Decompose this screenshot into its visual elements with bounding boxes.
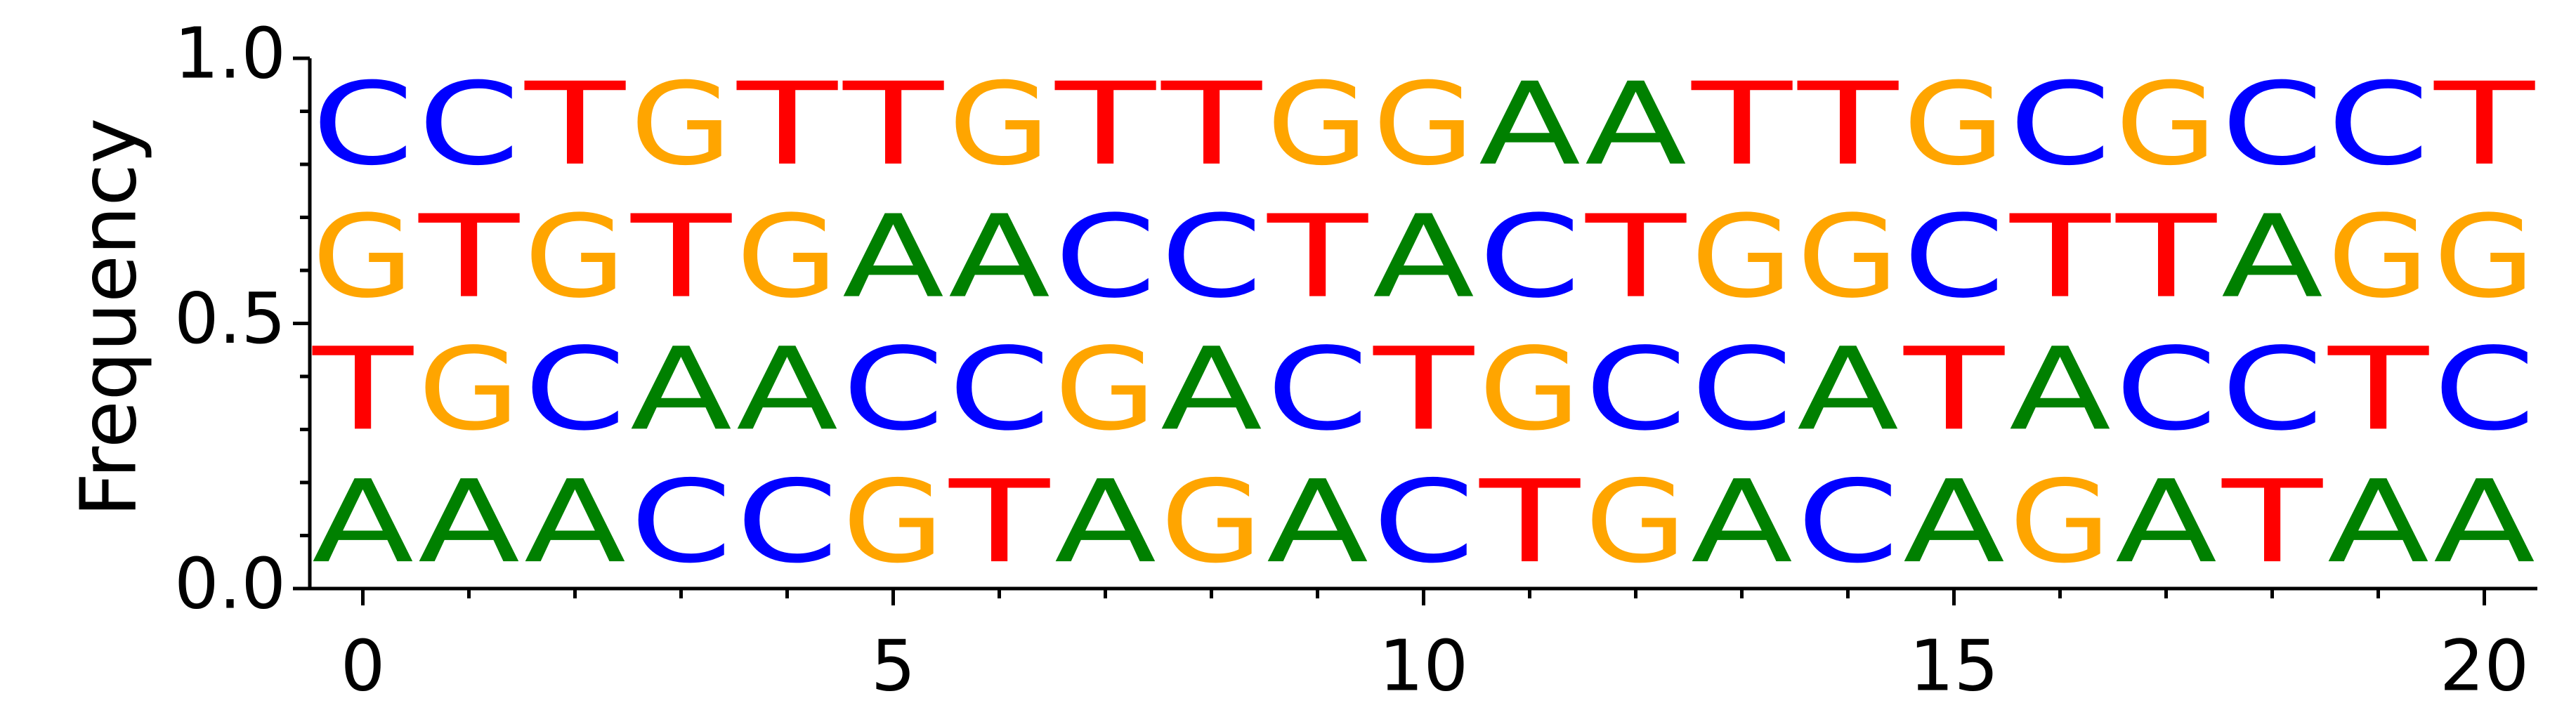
logo-letter-t-pos-12: T (1585, 191, 1687, 323)
logo-letter-g-pos-16: G (2009, 457, 2111, 589)
logo-letter-t-pos-16: T (2009, 191, 2111, 323)
logo-letter-a-pos-15: A (1903, 457, 2005, 589)
logo-letter-a-pos-13: A (1691, 457, 1793, 589)
x-tick-label: 15 (1909, 624, 1999, 707)
logo-letter-t-pos-15: T (1903, 324, 2005, 456)
logo-letter-a-pos-12: A (1585, 58, 1687, 190)
logo-letter-a-pos-0: A (312, 457, 414, 589)
logo-letter-c-pos-16: C (2009, 58, 2111, 190)
logo-letter-t-pos-18: T (2221, 456, 2323, 588)
logo-letter-c-pos-18: C (2221, 58, 2323, 190)
logo-letter-c-pos-14: C (1797, 456, 1899, 589)
logo-letter-g-pos-12: G (1585, 457, 1687, 589)
y-tick-label: 0.5 (174, 277, 286, 360)
logo-letter-g-pos-9: G (1267, 59, 1368, 191)
logo-letter-a-pos-14: A (1797, 324, 1899, 456)
logo-letter-c-pos-6: C (948, 323, 1050, 456)
logo-letter-c-pos-11: C (1479, 190, 1581, 323)
y-tick-label: 1.0 (174, 12, 286, 94)
logo-letter-c-pos-5: C (842, 323, 944, 456)
logo-letter-a-pos-6: A (948, 191, 1050, 323)
logo-letter-t-pos-17: T (2115, 191, 2217, 323)
axes: 0.0 0.5 1.0 0 5 10 15 20 (174, 12, 2537, 707)
logo-letter-t-pos-9: T (1267, 191, 1368, 323)
logo-letter-c-pos-1: C (418, 58, 520, 190)
logo-letter-g-pos-4: G (736, 192, 838, 324)
logo-letter-g-pos-20: G (2433, 192, 2535, 324)
logo-letter-g-pos-11: G (1479, 324, 1581, 456)
logo-letter-c-pos-4: C (736, 456, 838, 589)
logo-letter-a-pos-2: A (524, 457, 626, 589)
logo-letter-g-pos-15: G (1903, 59, 2005, 191)
logo-letter-a-pos-5: A (842, 191, 944, 323)
logo-letter-c-pos-13: C (1691, 323, 1793, 456)
logo-letter-a-pos-18: A (2221, 191, 2323, 323)
logo-letter-t-pos-2: T (524, 58, 626, 190)
logo-letter-a-pos-19: A (2327, 457, 2429, 589)
logo-letter-t-pos-7: T (1054, 58, 1156, 190)
logo-letter-a-pos-1: A (418, 457, 520, 589)
logo-letter-t-pos-14: T (1797, 58, 1899, 190)
logo-letter-c-pos-10: C (1373, 456, 1475, 589)
logo-letter-g-pos-13: G (1691, 192, 1793, 324)
logo-letter-t-pos-13: T (1691, 58, 1793, 190)
logo-letter-g-pos-19: G (2327, 192, 2429, 324)
logo-letter-t-pos-20: T (2433, 58, 2535, 190)
logo-letter-t-pos-10: T (1373, 324, 1475, 456)
logo-letter-g-pos-5: G (842, 457, 944, 589)
logo-letter-t-pos-6: T (948, 456, 1050, 588)
x-tick-label: 5 (871, 624, 916, 707)
logo-letter-a-pos-4: A (736, 324, 838, 456)
logo-letter-t-pos-3: T (630, 191, 732, 323)
logo-letter-t-pos-19: T (2327, 324, 2429, 456)
logo-letter-t-pos-4: T (736, 58, 838, 190)
logo-letter-t-pos-8: T (1160, 58, 1262, 190)
x-tick-label: 20 (2440, 624, 2529, 707)
logo-letter-t-pos-0: T (312, 324, 414, 456)
logo-letter-a-pos-11: A (1479, 58, 1581, 190)
logo-letter-t-pos-1: T (418, 191, 520, 323)
x-tick-label: 10 (1379, 624, 1468, 707)
logo-letter-g-pos-8: G (1160, 457, 1262, 589)
logo-letter-c-pos-3: C (630, 456, 732, 589)
y-tick-label: 0.0 (174, 542, 286, 624)
logo-letter-c-pos-9: C (1267, 323, 1368, 456)
logo-letter-a-pos-9: A (1267, 457, 1368, 589)
logo-letter-c-pos-2: C (524, 323, 626, 456)
logo-letter-a-pos-17: A (2115, 457, 2217, 589)
logo-letter-t-pos-11: T (1479, 456, 1581, 588)
x-tick-label: 0 (341, 624, 386, 707)
logo-letter-g-pos-7: G (1054, 324, 1156, 456)
logo-letter-c-pos-20: C (2433, 323, 2535, 456)
logo-letter-g-pos-6: G (948, 59, 1050, 191)
logo-letter-c-pos-8: C (1160, 190, 1262, 323)
logo-letter-c-pos-19: C (2327, 58, 2429, 190)
logo-letters: ATGCAGTCACGTCATGCAGTGCATTCAGAGCTGACTACTG… (312, 58, 2535, 589)
logo-letter-g-pos-1: G (418, 324, 520, 456)
logo-letter-a-pos-16: A (2009, 324, 2111, 456)
logo-letter-g-pos-3: G (630, 59, 732, 191)
logo-letter-c-pos-0: C (312, 58, 414, 190)
logo-letter-g-pos-14: G (1797, 192, 1899, 324)
logo-letter-c-pos-15: C (1903, 190, 2005, 323)
logo-letter-c-pos-7: C (1054, 190, 1156, 323)
logo-letter-g-pos-2: G (524, 192, 626, 324)
logo-letter-c-pos-12: C (1585, 323, 1687, 456)
logo-letter-a-pos-10: A (1373, 191, 1475, 323)
logo-letter-g-pos-10: G (1373, 59, 1475, 191)
logo-letter-g-pos-0: G (312, 192, 414, 324)
logo-letter-a-pos-3: A (630, 324, 732, 456)
logo-letter-c-pos-18: C (2221, 323, 2323, 456)
y-axis-label: Frequency (63, 118, 153, 517)
logo-letter-g-pos-17: G (2115, 59, 2217, 191)
logo-letter-c-pos-17: C (2115, 323, 2217, 456)
logo-letter-t-pos-5: T (842, 58, 944, 190)
logo-letter-a-pos-20: A (2433, 457, 2535, 589)
logo-letter-a-pos-8: A (1160, 324, 1262, 456)
logo-letter-a-pos-7: A (1054, 457, 1156, 589)
